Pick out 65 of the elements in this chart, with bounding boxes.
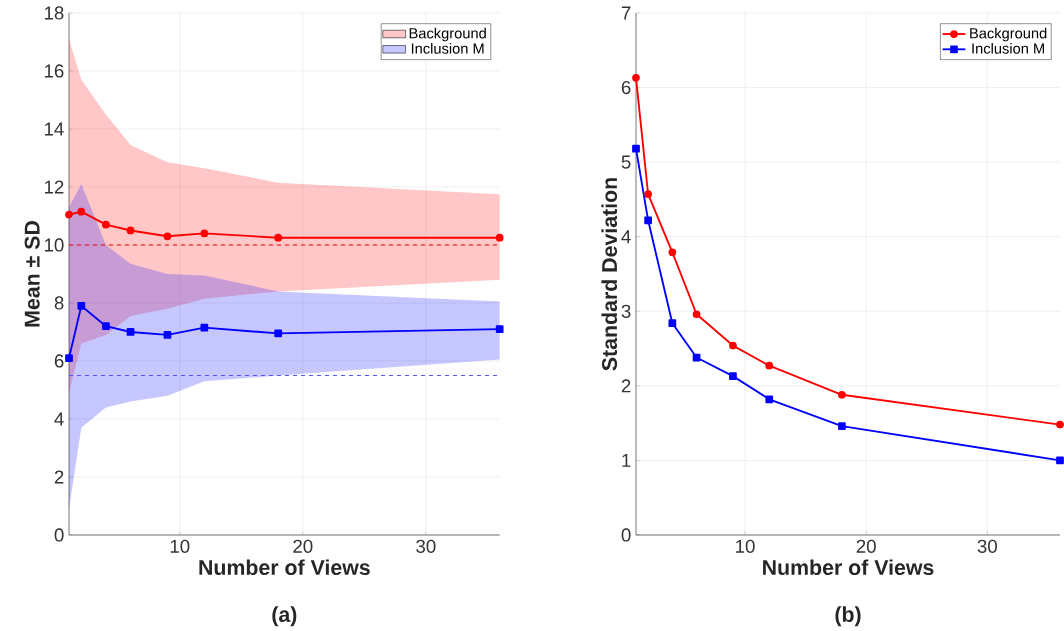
- x-tick-label: 10: [170, 539, 190, 554]
- point: [765, 361, 774, 370]
- point: [632, 74, 640, 82]
- y-tick-label: 0: [621, 528, 631, 542]
- x-tick-label: 10: [736, 539, 755, 554]
- point: [163, 232, 172, 241]
- legend-label: Background: [970, 27, 1047, 42]
- y-tick-label: 16: [44, 64, 64, 78]
- point: [102, 322, 110, 331]
- y-tick-label: 2: [54, 470, 64, 484]
- point: [77, 207, 86, 216]
- y-tick-label: 6: [54, 354, 64, 368]
- point: [1056, 420, 1064, 429]
- y-tick-label: 1: [622, 454, 631, 467]
- legend-label: Inclusion M: [972, 43, 1044, 54]
- point: [126, 226, 135, 235]
- y-tick-label: 0: [54, 528, 64, 542]
- point: [495, 234, 504, 242]
- x-tick-label: 30: [416, 539, 436, 554]
- y-tick-label: 5: [621, 155, 631, 169]
- point: [65, 210, 73, 219]
- x-tick-label: 20: [293, 539, 313, 554]
- point: [1056, 456, 1064, 465]
- point: [632, 144, 640, 153]
- point: [838, 422, 846, 431]
- x-axis-title: Number of Views: [763, 559, 934, 576]
- y-axis-title: Standard Deviation: [601, 178, 618, 371]
- y-tick-label: 8: [54, 296, 64, 310]
- point: [668, 248, 677, 257]
- y-tick-label: 18: [44, 6, 64, 20]
- y-tick-label: 2: [621, 379, 631, 393]
- legend-label: Inclusion M: [411, 43, 484, 54]
- point: [102, 220, 110, 229]
- point: [163, 331, 172, 339]
- x-tick-label: 30: [977, 539, 997, 554]
- y-tick-label: 7: [621, 6, 631, 20]
- point: [838, 391, 846, 399]
- point: [126, 328, 135, 337]
- point: [77, 302, 86, 310]
- y-axis-title: Mean ± SD: [24, 221, 40, 327]
- point: [765, 395, 774, 404]
- y-tick-label: 3: [621, 304, 631, 319]
- y-tick-label: 14: [44, 122, 64, 136]
- y-tick-label: 4: [54, 412, 64, 426]
- point: [644, 190, 652, 199]
- text: (b): [835, 606, 861, 627]
- point: [65, 354, 73, 363]
- y-tick-label: 10: [44, 238, 64, 252]
- x-tick-label: 20: [856, 539, 876, 554]
- point: [200, 229, 209, 238]
- text: (a): [272, 606, 297, 627]
- point: [668, 319, 677, 328]
- point: [274, 234, 283, 242]
- legend-label: Background: [409, 27, 486, 42]
- point: [692, 310, 701, 319]
- y-tick-label: 12: [44, 180, 64, 194]
- point: [200, 323, 209, 332]
- y-tick-label: 6: [621, 81, 631, 95]
- point: [274, 329, 283, 338]
- point: [495, 325, 504, 334]
- point: [729, 341, 737, 350]
- point: [644, 216, 652, 225]
- point: [729, 372, 737, 381]
- x-axis-title: Number of Views: [199, 559, 370, 576]
- y-tick-label: 4: [621, 230, 631, 244]
